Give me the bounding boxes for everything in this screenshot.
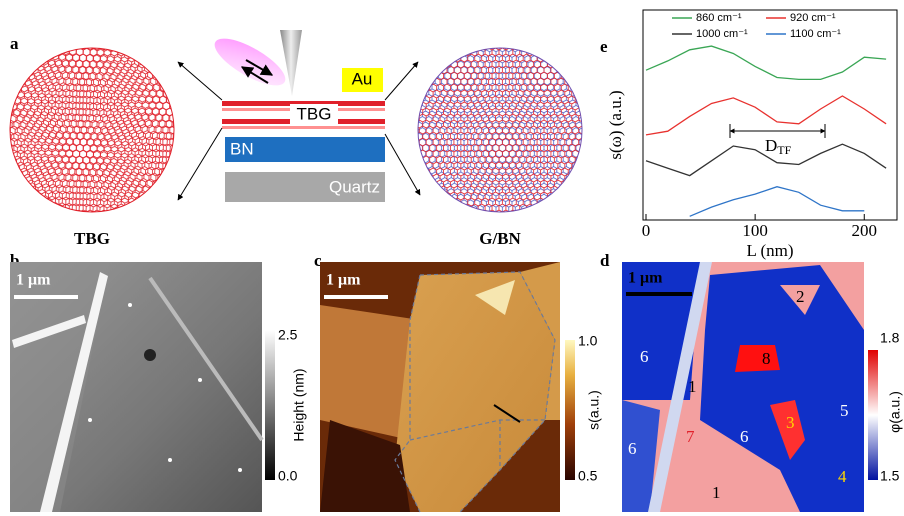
page: Figure body { margin: 0; background: #ff… [0,0,904,516]
colorbar-tick: 1.0 [578,333,598,349]
region-label: 1 [688,377,697,396]
figure: a TBG G/BN Au TBG BN Quartz b 1 μm 2.5 0… [0,0,904,516]
region-label: 8 [762,349,771,368]
annotation: DTF [765,136,792,157]
near-field-image [320,262,560,512]
colorbar-tick: 1.8 [880,330,900,346]
tbg-label: TBG [297,104,332,123]
x-tick-label: 200 [852,221,878,240]
body: {"panels": { "a": {"label": "a", "au": "… [0,0,904,516]
panel-label: e [600,37,608,56]
colorbar-tick: 0.0 [278,468,298,484]
circle-caption: G/BN [479,229,521,248]
panel-label: a [10,34,19,53]
legend-label: 920 cm⁻¹ [790,12,836,24]
afm-image [10,262,262,512]
lattice-tbg [10,48,174,212]
colorbar-tick: 1.5 [880,468,900,484]
region-label: 1 [712,483,721,502]
annotation-sub: TF [777,143,791,157]
colorbar [565,340,575,480]
region-label: 6 [740,427,749,446]
region-label: 7 [686,427,695,446]
colorbar-label: Height (nm) [291,368,307,441]
quartz-label: Quartz [329,177,380,196]
colorbar-label: s(a.u.) [586,390,602,430]
series-line [690,187,865,217]
phase-image [622,262,864,512]
region-label: 5 [840,401,849,420]
region-label: 6 [628,439,637,458]
scale-bar-label: 1 μm [326,272,361,289]
afm-tip [280,30,302,96]
region-label: 2 [796,287,805,306]
region-label: 4 [838,467,847,486]
legend-label: 1000 cm⁻¹ [696,28,748,40]
colorbar [868,350,878,480]
lattice-gbn [418,48,582,212]
series-line [646,96,886,135]
colorbar-label: φ(a.u.) [887,391,903,433]
panel-label: d [600,251,610,270]
series-line [646,46,886,79]
legend-label: 860 cm⁻¹ [696,12,742,24]
colorbar [265,330,275,480]
x-tick-label: 100 [742,221,768,240]
scale-bar-label: 1 μm [628,270,663,287]
x-axis-label: L (nm) [746,241,793,260]
scale-bar-label: 1 μm [16,272,51,289]
legend-label: 1100 cm⁻¹ [790,28,841,40]
colorbar-tick: 0.5 [578,468,598,484]
x-tick-label: 0 [642,221,651,240]
colorbar-tick: 2.5 [278,327,298,343]
y-axis-label: s(ω) (a.u.) [606,90,625,159]
region-label: 6 [640,347,649,366]
bn-label: BN [230,139,254,158]
au-label: Au [352,69,373,88]
annotation-main: D [765,136,777,155]
circle-caption: TBG [74,229,110,248]
region-label: 3 [786,413,795,432]
